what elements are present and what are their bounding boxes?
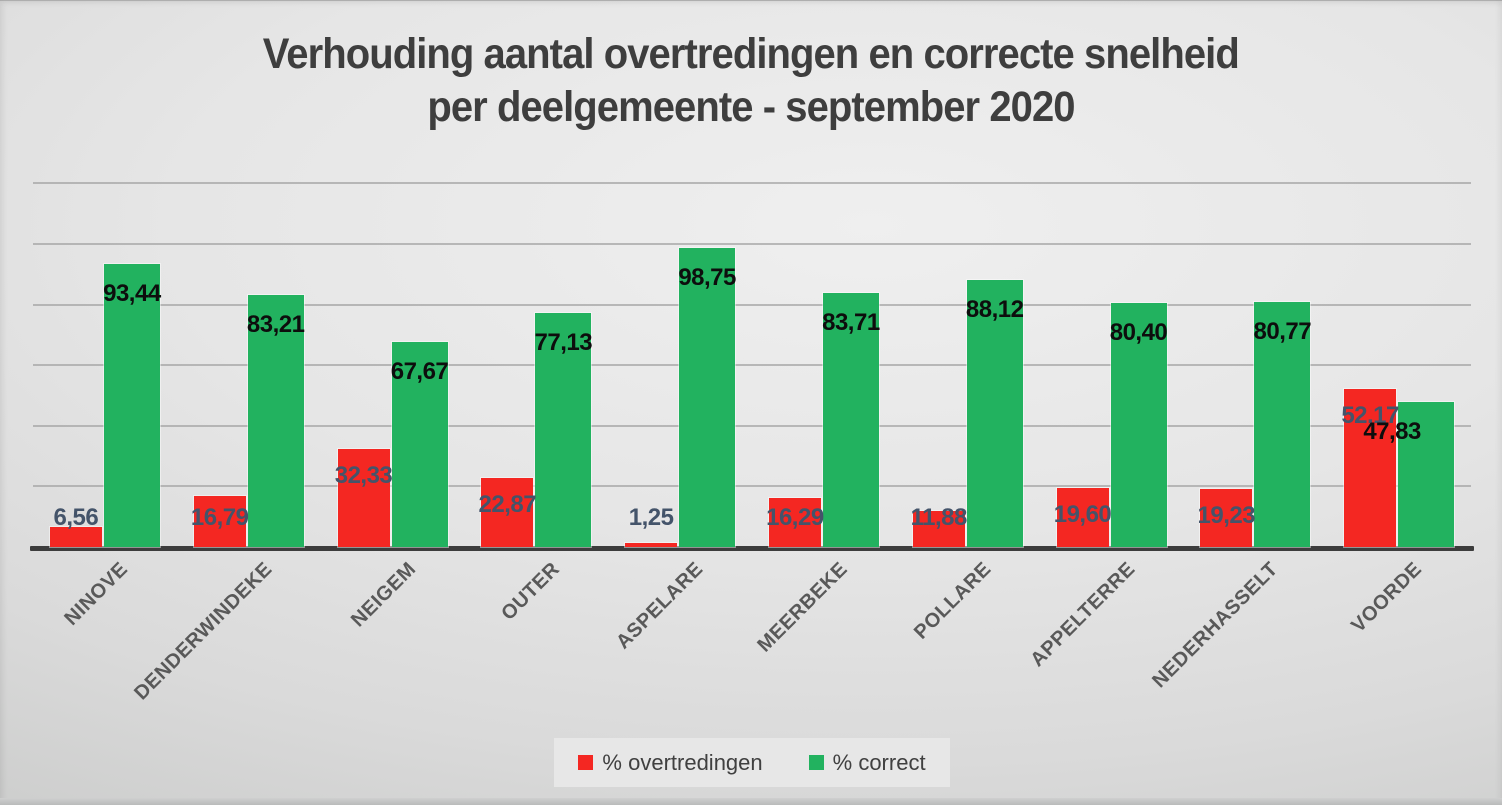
bar-correct-meerbeke	[822, 293, 879, 547]
bar-correct-pollare	[966, 279, 1023, 547]
data-label-correct-appelterre: 80,40	[1109, 319, 1168, 347]
x-axis-label-aspelare: ASPELARE	[612, 558, 708, 654]
legend-label-correct: % correct	[832, 749, 926, 775]
x-axis-label-outer: OUTER	[497, 558, 564, 625]
data-label-correct-outer: 77,13	[534, 329, 593, 357]
bar-overtredingen-aspelare	[625, 543, 678, 547]
x-axis-label-voorde: VOORDE	[1347, 558, 1427, 637]
gridline-80	[33, 303, 1471, 306]
data-label-overtredingen-ninove: 6,56	[53, 504, 99, 531]
bar-overtredingen-outer	[481, 477, 534, 547]
data-label-correct-neigem: 67,67	[390, 357, 449, 385]
bar-correct-neigem	[391, 341, 448, 547]
data-label-correct-denderwindeke: 83,21	[246, 310, 305, 338]
gridline-60	[33, 364, 1471, 367]
bar-correct-ninove	[103, 263, 160, 547]
data-label-overtredingen-appelterre: 19,60	[1053, 500, 1112, 528]
bar-correct-voorde	[1398, 402, 1455, 547]
data-label-correct-ninove: 93,44	[103, 279, 161, 307]
bar-overtredingen-pollare	[912, 511, 965, 547]
bar-overtredingen-voorde	[1344, 388, 1397, 547]
data-label-overtredingen-voorde: 52,17	[1341, 401, 1399, 429]
x-axis-label-ninove: NINOVE	[60, 558, 133, 630]
gridline-120	[33, 182, 1471, 185]
bar-overtredingen-neigem	[337, 449, 390, 547]
chart-title-line2: per deelgemeente - september 2020	[427, 83, 1075, 131]
legend: % overtredingen % correct	[554, 738, 950, 787]
legend-item-correct: % correct	[808, 749, 926, 776]
bar-overtredingen-nederhasselt	[1200, 488, 1253, 547]
legend-swatch-correct-icon	[808, 755, 824, 770]
x-axis-label-neigem: NEIGEM	[346, 558, 421, 632]
chart-title-line1: Verhouding aantal overtredingen en corre…	[262, 30, 1240, 78]
chart-title: Verhouding aantal overtredingen en corre…	[0, 28, 1502, 134]
bar-correct-denderwindeke	[247, 294, 304, 547]
gridline-40	[33, 424, 1471, 427]
data-label-overtredingen-nederhasselt: 19,23	[1197, 501, 1256, 529]
bar-overtredingen-meerbeke	[768, 497, 821, 547]
data-label-overtredingen-outer: 22,87	[478, 490, 537, 518]
data-label-correct-pollare: 88,12	[965, 295, 1024, 323]
x-axis-label-appelterre: APPELTERRE	[1025, 558, 1140, 672]
x-axis-line	[30, 546, 1474, 551]
legend-item-overtredingen: % overtredingen	[578, 749, 763, 776]
data-label-overtredingen-aspelare: 1,25	[628, 504, 674, 531]
data-label-correct-aspelare: 98,75	[678, 263, 736, 291]
legend-label-overtredingen: % overtredingen	[602, 749, 763, 775]
x-axis-label-denderwindeke: DENDERWINDEKE	[129, 558, 277, 705]
bar-overtredingen-denderwindeke	[193, 496, 246, 547]
x-axis-label-meerbeke: MEERBEKE	[752, 558, 852, 657]
data-label-correct-meerbeke: 83,71	[822, 309, 880, 337]
data-label-overtredingen-neigem: 32,33	[334, 462, 393, 490]
data-label-overtredingen-meerbeke: 16,29	[766, 504, 824, 531]
data-label-correct-voorde: 47,83	[1363, 418, 1421, 446]
x-axis-label-nederhasselt: NEDERHASSELT	[1148, 558, 1283, 693]
bar-overtredingen-appelterre	[1056, 487, 1109, 547]
gridline-100	[33, 243, 1471, 245]
data-label-overtredingen-pollare: 11,88	[910, 504, 968, 531]
legend-swatch-overtredingen-icon	[578, 755, 594, 770]
bar-correct-aspelare	[679, 247, 736, 547]
bar-correct-nederhasselt	[1254, 302, 1311, 547]
data-label-overtredingen-denderwindeke: 16,79	[190, 504, 249, 531]
x-axis-label-pollare: POLLARE	[909, 558, 996, 644]
bar-correct-appelterre	[1110, 303, 1167, 547]
slide-bottom-edge	[0, 798, 1502, 805]
bar-overtredingen-ninove	[49, 527, 102, 547]
bar-correct-outer	[535, 313, 592, 547]
gridline-20	[33, 485, 1471, 488]
data-label-correct-nederhasselt: 80,77	[1253, 318, 1312, 346]
